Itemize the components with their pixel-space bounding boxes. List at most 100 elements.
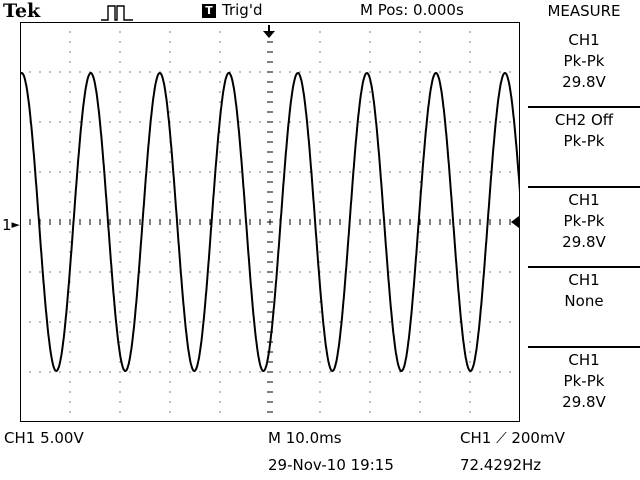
grid-dot: [189, 121, 191, 123]
grid-dot: [519, 71, 520, 73]
grid-dot: [469, 151, 471, 153]
grid-dot: [39, 271, 41, 273]
grid-dot: [319, 31, 321, 33]
grid-dot: [349, 321, 351, 323]
grid-dot: [319, 22, 321, 23]
grid-dot: [219, 161, 221, 163]
grid-dot: [409, 171, 411, 173]
date-time: 29-Nov-10 19:15: [268, 456, 394, 474]
grid-dot: [219, 141, 221, 143]
grid-dot: [359, 121, 361, 123]
grid-dot: [349, 71, 351, 73]
grid-dot: [369, 101, 371, 103]
grid-dot: [69, 401, 71, 403]
grid-dot: [219, 311, 221, 313]
grid-dot: [469, 261, 471, 263]
grid-dot: [369, 381, 371, 383]
grid-dot: [119, 91, 121, 93]
grid-dot: [319, 261, 321, 263]
grid-dot: [319, 231, 321, 233]
grid-dot: [319, 321, 321, 323]
measure-menu-item[interactable]: CH1 None: [528, 270, 640, 333]
grid-dot: [119, 401, 121, 403]
grid-dot: [319, 401, 321, 403]
measure-menu-item-line1: CH1: [568, 271, 600, 289]
grid-dot: [119, 141, 121, 143]
measure-menu-item[interactable]: CH1 Pk-Pk 29.8V: [528, 350, 640, 413]
grid-dot: [369, 131, 371, 133]
grid-dot: [239, 171, 241, 173]
grid-dot: [319, 191, 321, 193]
grid-dot: [169, 231, 171, 233]
grid-dot: [319, 311, 321, 313]
measure-menu-item[interactable]: CH2 Off Pk-Pk: [528, 110, 640, 173]
grid-dot: [69, 41, 71, 43]
grid-dot: [149, 371, 151, 373]
grid-dot: [279, 271, 281, 273]
grid-dot: [369, 311, 371, 313]
grid-dot: [309, 71, 311, 73]
ch1-scale: CH1 5.00V: [4, 429, 84, 447]
grid-dot: [169, 181, 171, 183]
grid-dot: [20, 171, 21, 173]
grid-dot: [309, 171, 311, 173]
grid-dot: [399, 371, 401, 373]
grid-dot: [99, 71, 101, 73]
grid-dot: [69, 201, 71, 203]
grid-dot: [209, 171, 211, 173]
grid-dot: [439, 371, 441, 373]
grid-dot: [20, 271, 21, 273]
grid-dot: [169, 101, 171, 103]
grid-dot: [419, 41, 421, 43]
grid-dot: [419, 131, 421, 133]
grid-dot: [439, 321, 441, 323]
grid-dot: [379, 321, 381, 323]
measure-menu-item-line2: Pk-Pk: [563, 132, 605, 150]
ch1-ground-marker: 1►: [2, 216, 21, 234]
frequency-readout: 72.4292Hz: [460, 456, 542, 474]
grid-dot: [469, 171, 471, 173]
grid-dot: [469, 91, 471, 93]
measure-menu-item[interactable]: CH1 Pk-Pk 29.8V: [528, 190, 640, 253]
grid-dot: [169, 331, 171, 333]
grid-dot: [119, 22, 121, 23]
grid-dot: [69, 371, 71, 373]
grid-dot: [89, 321, 91, 323]
grid-dot: [299, 321, 301, 323]
grid-dot: [229, 71, 231, 73]
grid-dot: [119, 181, 121, 183]
grid-dot: [119, 31, 121, 33]
grid-dot: [319, 141, 321, 143]
grid-dot: [169, 391, 171, 393]
grid-dot: [169, 361, 171, 363]
grid-dot: [469, 391, 471, 393]
grid-dot: [69, 61, 71, 63]
grid-dot: [469, 191, 471, 193]
grid-dot: [159, 371, 161, 373]
grid-dot: [459, 371, 461, 373]
grid-dot: [369, 181, 371, 183]
grid-dot: [69, 211, 71, 213]
grid-dot: [219, 371, 221, 373]
grid-dot: [419, 291, 421, 293]
grid-dot: [159, 321, 161, 323]
grid-dot: [319, 151, 321, 153]
grid-dot: [369, 231, 371, 233]
grid-dot: [229, 171, 231, 173]
grid-dot: [119, 271, 121, 273]
grid-dot: [519, 321, 520, 323]
grid-dot: [29, 171, 31, 173]
grid-dot: [219, 61, 221, 63]
pulse-acquisition-icon: [101, 5, 133, 21]
grid-dot: [169, 401, 171, 403]
grid-dot: [469, 61, 471, 63]
grid-dot: [419, 421, 421, 422]
grid-dot: [369, 171, 371, 173]
grid-dot: [419, 181, 421, 183]
grid-dot: [69, 171, 71, 173]
grid-dot: [219, 241, 221, 243]
measure-menu-item-line1: CH1: [568, 351, 600, 369]
grid-dot: [169, 261, 171, 263]
measure-menu-item[interactable]: CH1 Pk-Pk 29.8V: [528, 30, 640, 93]
grid-dot: [219, 101, 221, 103]
